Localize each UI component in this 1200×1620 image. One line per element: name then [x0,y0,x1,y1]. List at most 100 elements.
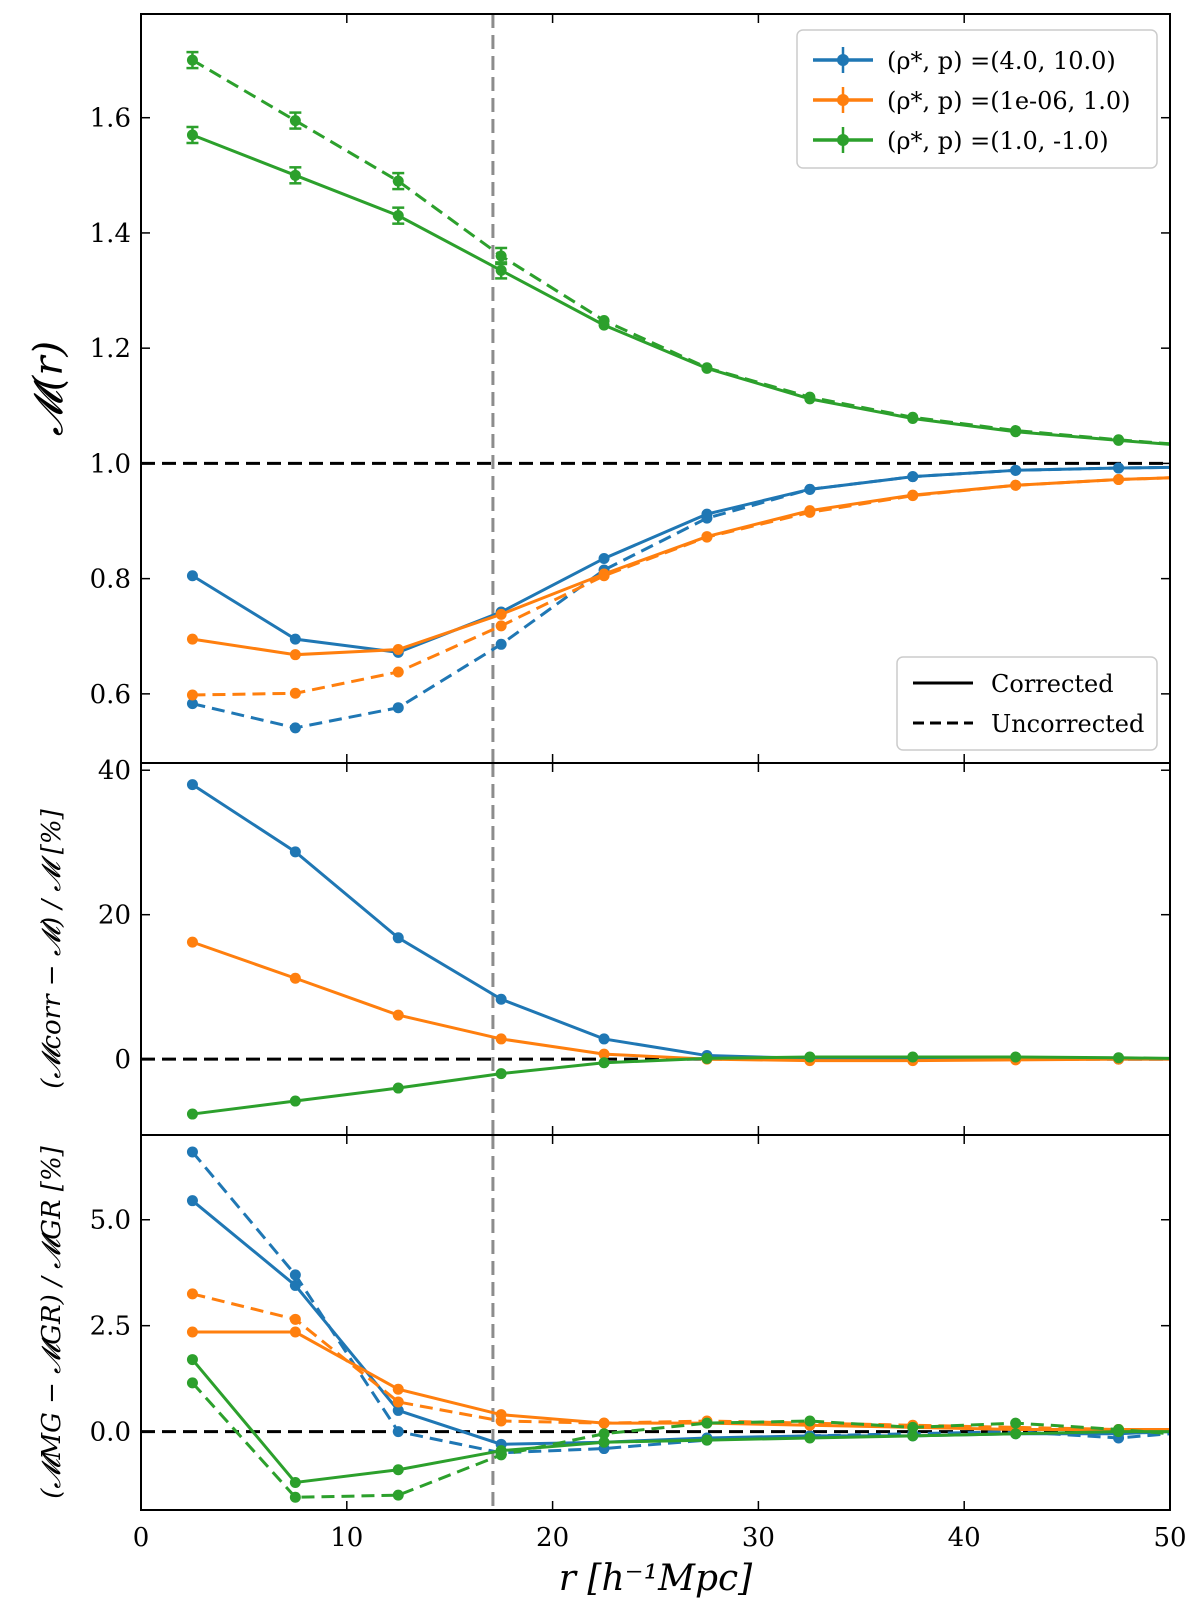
data-point [907,471,919,483]
data-point [804,1415,816,1427]
data-point [392,1489,404,1501]
y-tick-label: 1.4 [90,219,131,249]
data-point [186,1354,198,1366]
style-legend-box [896,656,1158,751]
data-point [598,570,610,582]
x-tick-label: 40 [948,1523,981,1553]
data-point [186,1326,198,1338]
data-point [186,1108,198,1120]
data-point [186,1288,198,1300]
data-point [289,1491,301,1503]
x-tick-label: 30 [742,1523,775,1553]
data-point [495,620,507,632]
data-point [289,846,301,858]
data-point [907,1051,919,1063]
data-point [495,1449,507,1461]
y-tick-label: 1.0 [90,449,131,479]
y-axis-label: (𝓜MG − 𝓜GR) / 𝓜GR [%] [37,1145,67,1498]
data-point [495,608,507,620]
data-point [804,483,816,495]
data-point [289,1313,301,1325]
data-point [392,1404,404,1416]
data-point [289,972,301,984]
data-point [186,689,198,701]
y-tick-label: 2.5 [90,1312,131,1342]
data-point [289,687,301,699]
legend-label: (ρ*, p) =(1.0, -1.0) [887,127,1109,155]
data-point [186,1146,198,1158]
data-point [1010,425,1022,437]
data-point [701,1417,713,1429]
x-tick-label: 20 [536,1523,569,1553]
data-point [495,638,507,650]
data-point [701,362,713,374]
data-point [1010,479,1022,491]
y-axis-label: 𝓜(r) [26,341,72,436]
data-point [392,666,404,678]
data-point [392,1009,404,1021]
data-point [1010,1051,1022,1063]
data-point [495,1415,507,1427]
style-legend-label: Uncorrected [991,710,1144,738]
data-point [289,1095,301,1107]
panel-bottom: 0.0 2.5 5.0 0 10 20 30 40 50 (𝓜MG − 𝓜GR) / 𝓜GR [%… [37,1134,1187,1599]
data-point [1113,1423,1125,1435]
series-line-uncorrected [191,1381,1170,1499]
data-point [907,411,919,423]
data-point [701,1434,713,1446]
series-group [186,50,1170,734]
axes-frame [140,1134,1171,1511]
y-tick-label: 1.6 [90,104,131,134]
y-tick-label: 40 [98,756,131,786]
legend-label: (ρ*, p) =(1e-06, 1.0) [887,87,1130,115]
y-tick-label: 1.2 [90,334,131,364]
data-point [392,1396,404,1408]
x-tick-label: 10 [330,1523,363,1553]
data-point [598,552,610,564]
panel-top: 0.6 0.8 1.0 1.2 1.4 1.6 𝓜(r) (ρ*, p) =(4.0, 10.… [26,13,1171,764]
data-point [598,1057,610,1069]
y-tick-label: 20 [98,901,131,931]
data-point [701,512,713,524]
data-point [598,1048,610,1060]
data-point [804,391,816,403]
data-point [1113,1052,1125,1064]
data-point [289,1326,301,1338]
data-point [701,531,713,543]
x-tick-label: 0 [133,1523,150,1553]
y-axis-label: (𝓜corr − 𝓜) / 𝓜 [%] [37,808,67,1088]
data-point [392,702,404,714]
data-point [598,315,610,327]
y-tick-label: 5.0 [90,1206,131,1236]
series-group [186,779,1170,1120]
data-point [392,932,404,944]
data-point [598,1428,610,1440]
data-point [598,1417,610,1429]
data-point [701,1052,713,1064]
data-point [186,698,198,710]
y-tick-label: 0.0 [90,1418,131,1448]
data-point [186,936,198,948]
data-point [186,1377,198,1389]
data-point [907,1421,919,1433]
data-point [495,993,507,1005]
data-point [495,1068,507,1080]
data-point [392,1082,404,1094]
legend-label: (ρ*, p) =(4.0, 10.0) [887,47,1116,75]
data-point [598,1436,610,1448]
data-point [804,1432,816,1444]
series-line-uncorrected [192,465,1170,730]
y-tick-label: 0.6 [90,680,131,710]
style-legend-label: Corrected [991,670,1114,698]
data-point [1113,434,1125,446]
data-point [495,1033,507,1045]
y-tick-label: 0.8 [90,565,131,595]
legend-box [796,29,1158,169]
data-point [392,643,404,655]
data-point [289,1279,301,1291]
data-point [289,1476,301,1488]
data-point [1113,474,1125,486]
data-point [186,570,198,582]
data-point [907,1430,919,1442]
